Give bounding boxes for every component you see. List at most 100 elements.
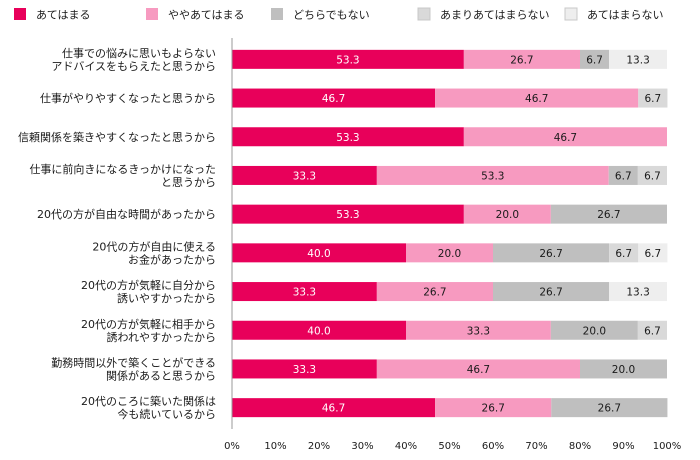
- bar-segment: [435, 398, 552, 418]
- category-label-line: 勤務時間以外で築くことができる: [51, 355, 216, 369]
- category-label-line: 誘われやすかったから: [107, 331, 216, 344]
- data-label: 26.7: [510, 54, 533, 66]
- bar-segment: [232, 320, 406, 340]
- x-tick-label: 80%: [569, 441, 591, 452]
- category-label: 仕事がやりやすくなったと思うから: [40, 91, 216, 105]
- category-labels: 仕事での悩みに思いもよらないアドバイスをもらえたと思うから仕事がやりやすくなった…: [18, 46, 216, 421]
- category-label: 20代の方が気軽に相手から誘われやすかったから: [81, 317, 216, 344]
- bar-segment: [376, 359, 580, 379]
- bar-segment: [580, 359, 667, 379]
- data-label: 26.7: [597, 209, 620, 221]
- data-label: 33.3: [293, 287, 316, 299]
- bar-segment: [232, 282, 377, 302]
- legend-label: あてはまる: [36, 9, 91, 22]
- x-tick-label: 30%: [351, 441, 373, 452]
- data-label: 6.7: [645, 93, 662, 105]
- data-label: 26.7: [598, 403, 621, 415]
- data-label: 46.7: [525, 93, 548, 105]
- bar-segment: [608, 165, 638, 185]
- data-label: 6.7: [644, 170, 661, 182]
- category-label: 20代の方が自由に使えるお金があったから: [92, 239, 216, 266]
- bar-segment: [232, 398, 436, 418]
- category-label-line: 今も続いているから: [117, 407, 216, 421]
- plot-area: 53.3 26.7 6.7 13.3 46.7 46.7 6.7 53.3 46.7 33.3 53…: [232, 49, 668, 418]
- data-label: 6.7: [615, 248, 632, 260]
- data-label: 26.7: [482, 403, 505, 415]
- bar-segment: [638, 243, 668, 263]
- category-label-line: 誘いやすかったから: [117, 292, 216, 305]
- x-axis: 0% 10% 20% 30% 40% 50% 60% 70% 80% 90% 100%: [224, 38, 681, 452]
- bar-segment: [609, 282, 667, 302]
- data-label: 26.7: [423, 287, 446, 299]
- data-label: 13.3: [626, 287, 649, 299]
- data-label: 13.3: [626, 54, 649, 66]
- data-label: 40.0: [307, 248, 330, 260]
- data-label: 53.3: [481, 170, 504, 182]
- category-label: 20代のころに築いた関係は今も続いているから: [81, 394, 216, 421]
- bar-segment: [232, 49, 464, 69]
- data-label: 40.0: [307, 325, 330, 337]
- data-label: 6.7: [586, 54, 603, 66]
- category-label-line: 仕事での悩みに思いもよらない: [62, 46, 216, 60]
- category-label-line: 20代の方が自由に使える: [92, 239, 216, 253]
- data-label: 46.7: [554, 132, 577, 144]
- bar-segment: [463, 49, 580, 69]
- bar-segment: [232, 88, 436, 108]
- category-label-line: 20代の方が自由な時間があったから: [37, 207, 216, 221]
- x-tick-label: 70%: [525, 441, 547, 452]
- data-label: 46.7: [322, 403, 345, 415]
- bar-segment: [493, 243, 610, 263]
- category-label-line: 20代の方が気軽に相手から: [81, 317, 216, 331]
- x-tick-label: 0%: [224, 441, 240, 452]
- bar-segment: [232, 359, 377, 379]
- bar-segment: [376, 165, 609, 185]
- bar-segment: [406, 243, 493, 263]
- data-label: 53.3: [336, 132, 359, 144]
- bar-segment: [580, 49, 610, 69]
- category-label: 仕事に前向きになるきっかけになったと思うから: [29, 162, 216, 189]
- bar-segment: [232, 127, 464, 147]
- legend-swatch: [417, 7, 431, 21]
- bar-segment: [550, 204, 667, 224]
- data-label: 53.3: [336, 209, 359, 221]
- x-tick-label: 10%: [264, 441, 286, 452]
- bar-segment: [463, 204, 551, 224]
- category-label-line: 仕事に前向きになるきっかけになった: [29, 162, 216, 176]
- bar-segment: [550, 320, 638, 340]
- data-label: 6.7: [644, 325, 661, 337]
- data-label: 26.7: [539, 248, 562, 260]
- data-label: 20.0: [612, 364, 635, 376]
- bar-segment: [493, 282, 610, 302]
- category-label: 信頼関係を築きやすくなったと思うから: [18, 130, 216, 144]
- category-label: 20代の方が自由な時間があったから: [37, 207, 216, 221]
- category-label: 20代の方が気軽に自分から誘いやすかったから: [81, 278, 216, 305]
- data-label: 33.3: [467, 325, 490, 337]
- category-label-line: アドバイスをもらえたと思うから: [51, 60, 216, 73]
- category-label-line: 20代の方が気軽に自分から: [81, 278, 216, 292]
- legend-swatch: [146, 8, 158, 20]
- bar-segment: [609, 49, 667, 69]
- bar-segment: [232, 204, 464, 224]
- bar-segment: [232, 243, 406, 263]
- legend: あてはまる ややあてはまる どちらでもない あまりあてはまらない あてはまらない: [14, 7, 664, 22]
- data-label: 20.0: [496, 209, 519, 221]
- category-label-line: お金があったから: [128, 252, 216, 266]
- legend-label: どちらでもない: [293, 9, 370, 22]
- legend-label: あまりあてはまらない: [440, 9, 550, 22]
- category-label: 仕事での悩みに思いもよらないアドバイスをもらえたと思うから: [51, 46, 216, 73]
- legend-swatch: [564, 7, 578, 21]
- x-tick-label: 90%: [612, 441, 634, 452]
- data-label: 20.0: [438, 248, 461, 260]
- bar-segment: [406, 320, 551, 340]
- bar-segment: [609, 243, 639, 263]
- data-label: 20.0: [583, 325, 606, 337]
- category-label-line: 20代のころに築いた関係は: [81, 394, 216, 408]
- data-label: 33.3: [293, 170, 316, 182]
- category-label-line: 信頼関係を築きやすくなったと思うから: [18, 130, 216, 144]
- data-label: 6.7: [615, 170, 632, 182]
- legend-swatch: [271, 8, 283, 20]
- legend-label: ややあてはまる: [168, 9, 245, 22]
- data-label: 46.7: [322, 93, 345, 105]
- x-tick-label: 100%: [653, 441, 682, 452]
- x-tick-label: 40%: [395, 441, 417, 452]
